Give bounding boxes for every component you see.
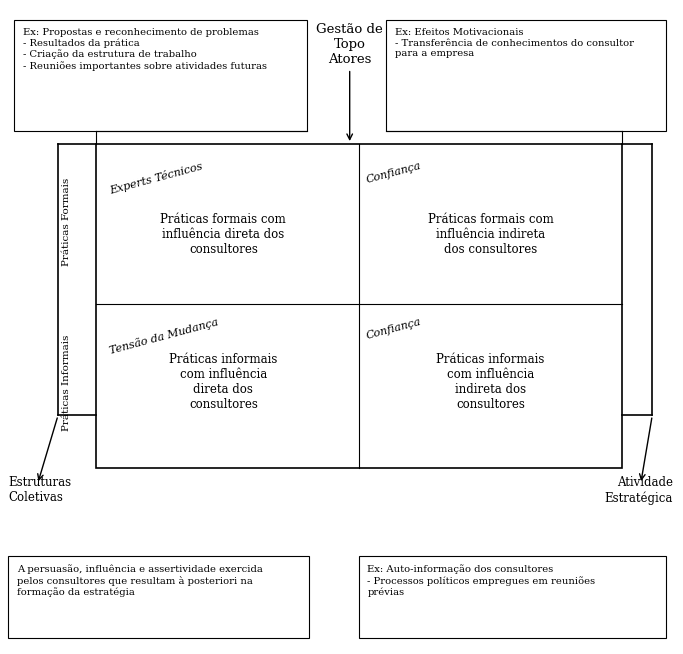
Bar bbox=[14, 20, 307, 131]
Text: Confiança: Confiança bbox=[365, 160, 423, 184]
Text: Práticas informais
com influência
indireta dos
consultores: Práticas informais com influência indire… bbox=[436, 353, 544, 411]
Text: Práticas Informais: Práticas Informais bbox=[62, 334, 72, 431]
Text: Práticas informais
com influência
direta dos
consultores: Práticas informais com influência direta… bbox=[169, 353, 277, 411]
Text: Práticas formais com
influência direta dos
consultores: Práticas formais com influência direta d… bbox=[161, 213, 286, 256]
Text: Práticas formais com
influência indireta
dos consultores: Práticas formais com influência indireta… bbox=[428, 213, 553, 256]
Text: Práticas Formais: Práticas Formais bbox=[62, 179, 72, 266]
Text: Experts Técnicos: Experts Técnicos bbox=[108, 160, 204, 196]
Text: A persuasão, influência e assertividade exercida
pelos consultores que resultam : A persuasão, influência e assertividade … bbox=[17, 564, 263, 597]
Text: Atividade
Estratégica: Atividade Estratégica bbox=[604, 476, 673, 505]
Text: Ex: Propostas e reconhecimento de problemas
- Resultados da prática
- Criação da: Ex: Propostas e reconhecimento de proble… bbox=[23, 28, 266, 71]
Bar bbox=[359, 556, 666, 638]
Text: Gestão de
Topo
Atores: Gestão de Topo Atores bbox=[316, 23, 383, 66]
Text: Confiança: Confiança bbox=[365, 317, 423, 341]
Text: Estruturas
Coletivas: Estruturas Coletivas bbox=[8, 476, 71, 504]
Text: Ex: Auto-informação dos consultores
- Processos políticos empregues em reuniões
: Ex: Auto-informação dos consultores - Pr… bbox=[367, 564, 596, 596]
Bar bbox=[386, 20, 666, 131]
Bar bbox=[96, 144, 622, 468]
Text: Ex: Efeitos Motivacionais
- Transferência de conhecimentos do consultor
para a e: Ex: Efeitos Motivacionais - Transferênci… bbox=[395, 28, 634, 58]
Text: Tensão da Mudança: Tensão da Mudança bbox=[108, 317, 219, 356]
Bar bbox=[8, 556, 309, 638]
